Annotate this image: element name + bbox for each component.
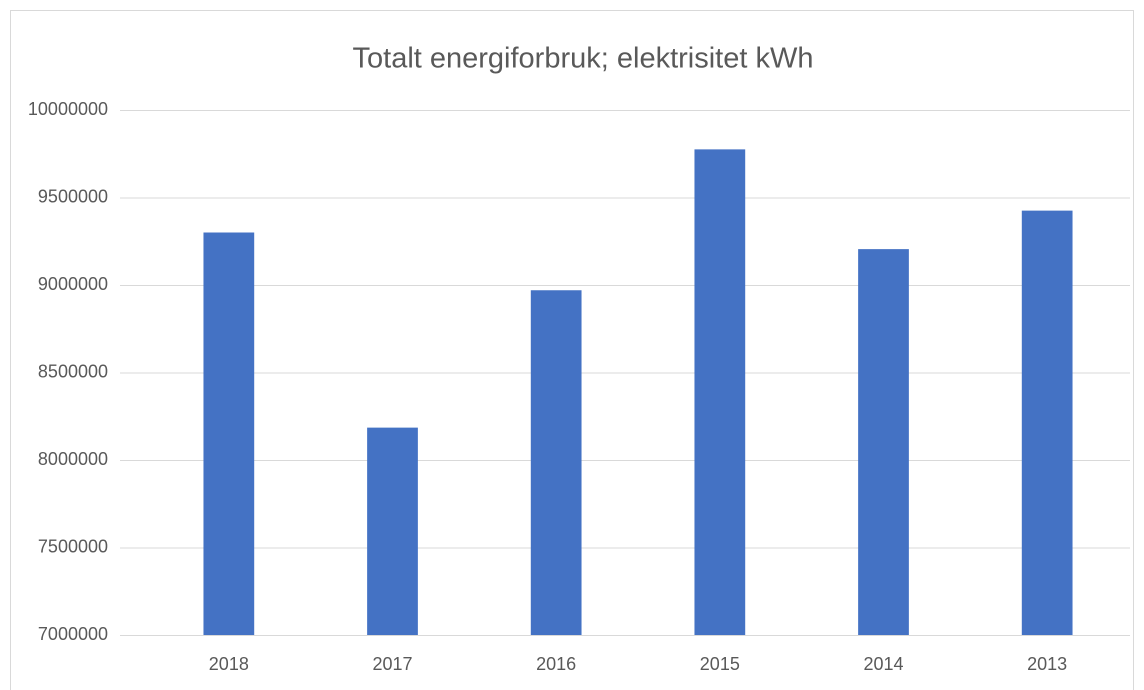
- bar: [530, 290, 582, 635]
- bar: [694, 149, 746, 635]
- bar: [203, 232, 255, 635]
- x-tick-label: 2018: [209, 654, 249, 674]
- y-tick-label: 7000000: [38, 624, 108, 644]
- y-tick-label: 9500000: [38, 186, 108, 206]
- y-tick-label: 10000000: [28, 99, 108, 119]
- x-tick-label: 2013: [1027, 654, 1067, 674]
- bar: [1021, 210, 1073, 635]
- bar: [367, 427, 418, 635]
- x-tick-label: 2016: [536, 654, 576, 674]
- x-tick-label: 2014: [863, 654, 903, 674]
- y-tick-label: 8000000: [38, 449, 108, 469]
- y-tick-label: 8500000: [38, 361, 108, 381]
- x-tick-label: 2015: [700, 654, 740, 674]
- bar: [858, 249, 909, 635]
- chart-title: Totalt energiforbruk; elektrisitet kWh: [353, 43, 814, 75]
- y-tick-label: 7500000: [38, 536, 108, 556]
- x-tick-label: 2017: [372, 654, 412, 674]
- y-tick-label: 9000000: [38, 274, 108, 294]
